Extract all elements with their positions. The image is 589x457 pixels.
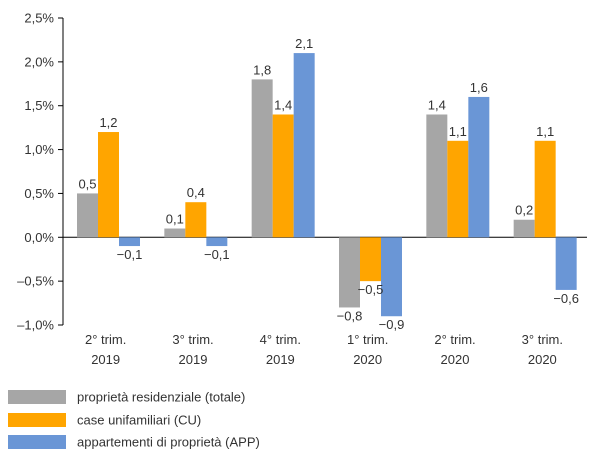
bar (555, 237, 577, 290)
x-category-label: 2° trim. 2020 (434, 332, 475, 367)
y-tick-label: 2,0% (24, 54, 54, 69)
data-label: 1,4 (428, 97, 446, 112)
data-label: 0,5 (78, 176, 96, 191)
data-label: 0,4 (187, 185, 205, 200)
legend-label: proprietà residenziale (totale) (77, 390, 245, 405)
data-labels: 0,5 1,2 −0,1 0,10,4 −0,1 1,8 1,4 2,1 −0,8 −0,5 −0,… (78, 36, 579, 332)
data-label: 1,1 (449, 124, 467, 139)
x-category-label: 2° trim. 2019 (85, 332, 126, 367)
y-tick-label: 0,5% (24, 186, 54, 201)
bar (381, 237, 402, 317)
data-label: 1,8 (253, 62, 271, 77)
chart-legend: proprietà residenziale (totale) case unif… (8, 390, 260, 450)
bar (119, 237, 140, 247)
y-tick-label: 0,0% (24, 230, 54, 245)
bar (77, 193, 98, 238)
data-label: −0,6 (553, 291, 579, 306)
bar (185, 202, 207, 238)
data-label: 0,2 (515, 203, 533, 218)
bar (293, 53, 315, 238)
x-category-label: 1° trim. 2020 (347, 332, 388, 367)
data-label: −0,9 (379, 317, 405, 332)
legend-label: case unifamiliari (CU) (77, 413, 201, 428)
data-label: 2,1 (295, 36, 313, 51)
y-tick-label: 1,0% (24, 142, 54, 157)
legend-swatch (8, 435, 66, 449)
data-label: 1,1 (536, 124, 554, 139)
bar (426, 114, 448, 238)
data-label: −0,1 (117, 247, 143, 262)
bar (98, 132, 119, 238)
chart-axes (62, 18, 587, 325)
bar (251, 79, 273, 238)
y-tick-label: 2,5% (24, 11, 54, 26)
x-category-label: 3° trim. 2020 (522, 332, 563, 367)
y-tick-label: –1,0% (17, 318, 54, 333)
legend-swatch (8, 390, 66, 404)
bar (206, 237, 228, 247)
bar (164, 228, 186, 238)
data-label: −0,1 (204, 247, 230, 262)
y-tick-label: 1,5% (24, 98, 54, 113)
data-label: 1,4 (274, 97, 292, 112)
data-label: 0,1 (166, 212, 184, 227)
bar (534, 140, 556, 238)
legend-label: appartementi di proprietà (APP) (77, 435, 260, 450)
bar (272, 114, 294, 238)
chart-bars (77, 53, 577, 317)
bar (513, 219, 535, 238)
bar (447, 140, 469, 238)
y-tick-label: –0,5% (17, 274, 54, 289)
x-category-label: 4° trim. 2019 (260, 332, 301, 367)
bar (360, 237, 381, 282)
data-label: −0,5 (358, 282, 384, 297)
legend-swatch (8, 413, 66, 427)
x-category-label: 3° trim. 2019 (172, 332, 213, 367)
data-label: −0,8 (337, 308, 363, 323)
bar (468, 96, 490, 238)
data-label: 1,2 (99, 115, 117, 130)
bar (339, 237, 360, 308)
y-axis-ticks: 2,5% 2,0% 1,5% 1,0% 0,5% 0,0% –0,5% –1,0% (17, 11, 63, 333)
data-label: 1,6 (470, 80, 488, 95)
x-axis-categories: 2° trim. 2019 3° trim. 2019 4° trim. 2019 1° t… (85, 332, 563, 367)
